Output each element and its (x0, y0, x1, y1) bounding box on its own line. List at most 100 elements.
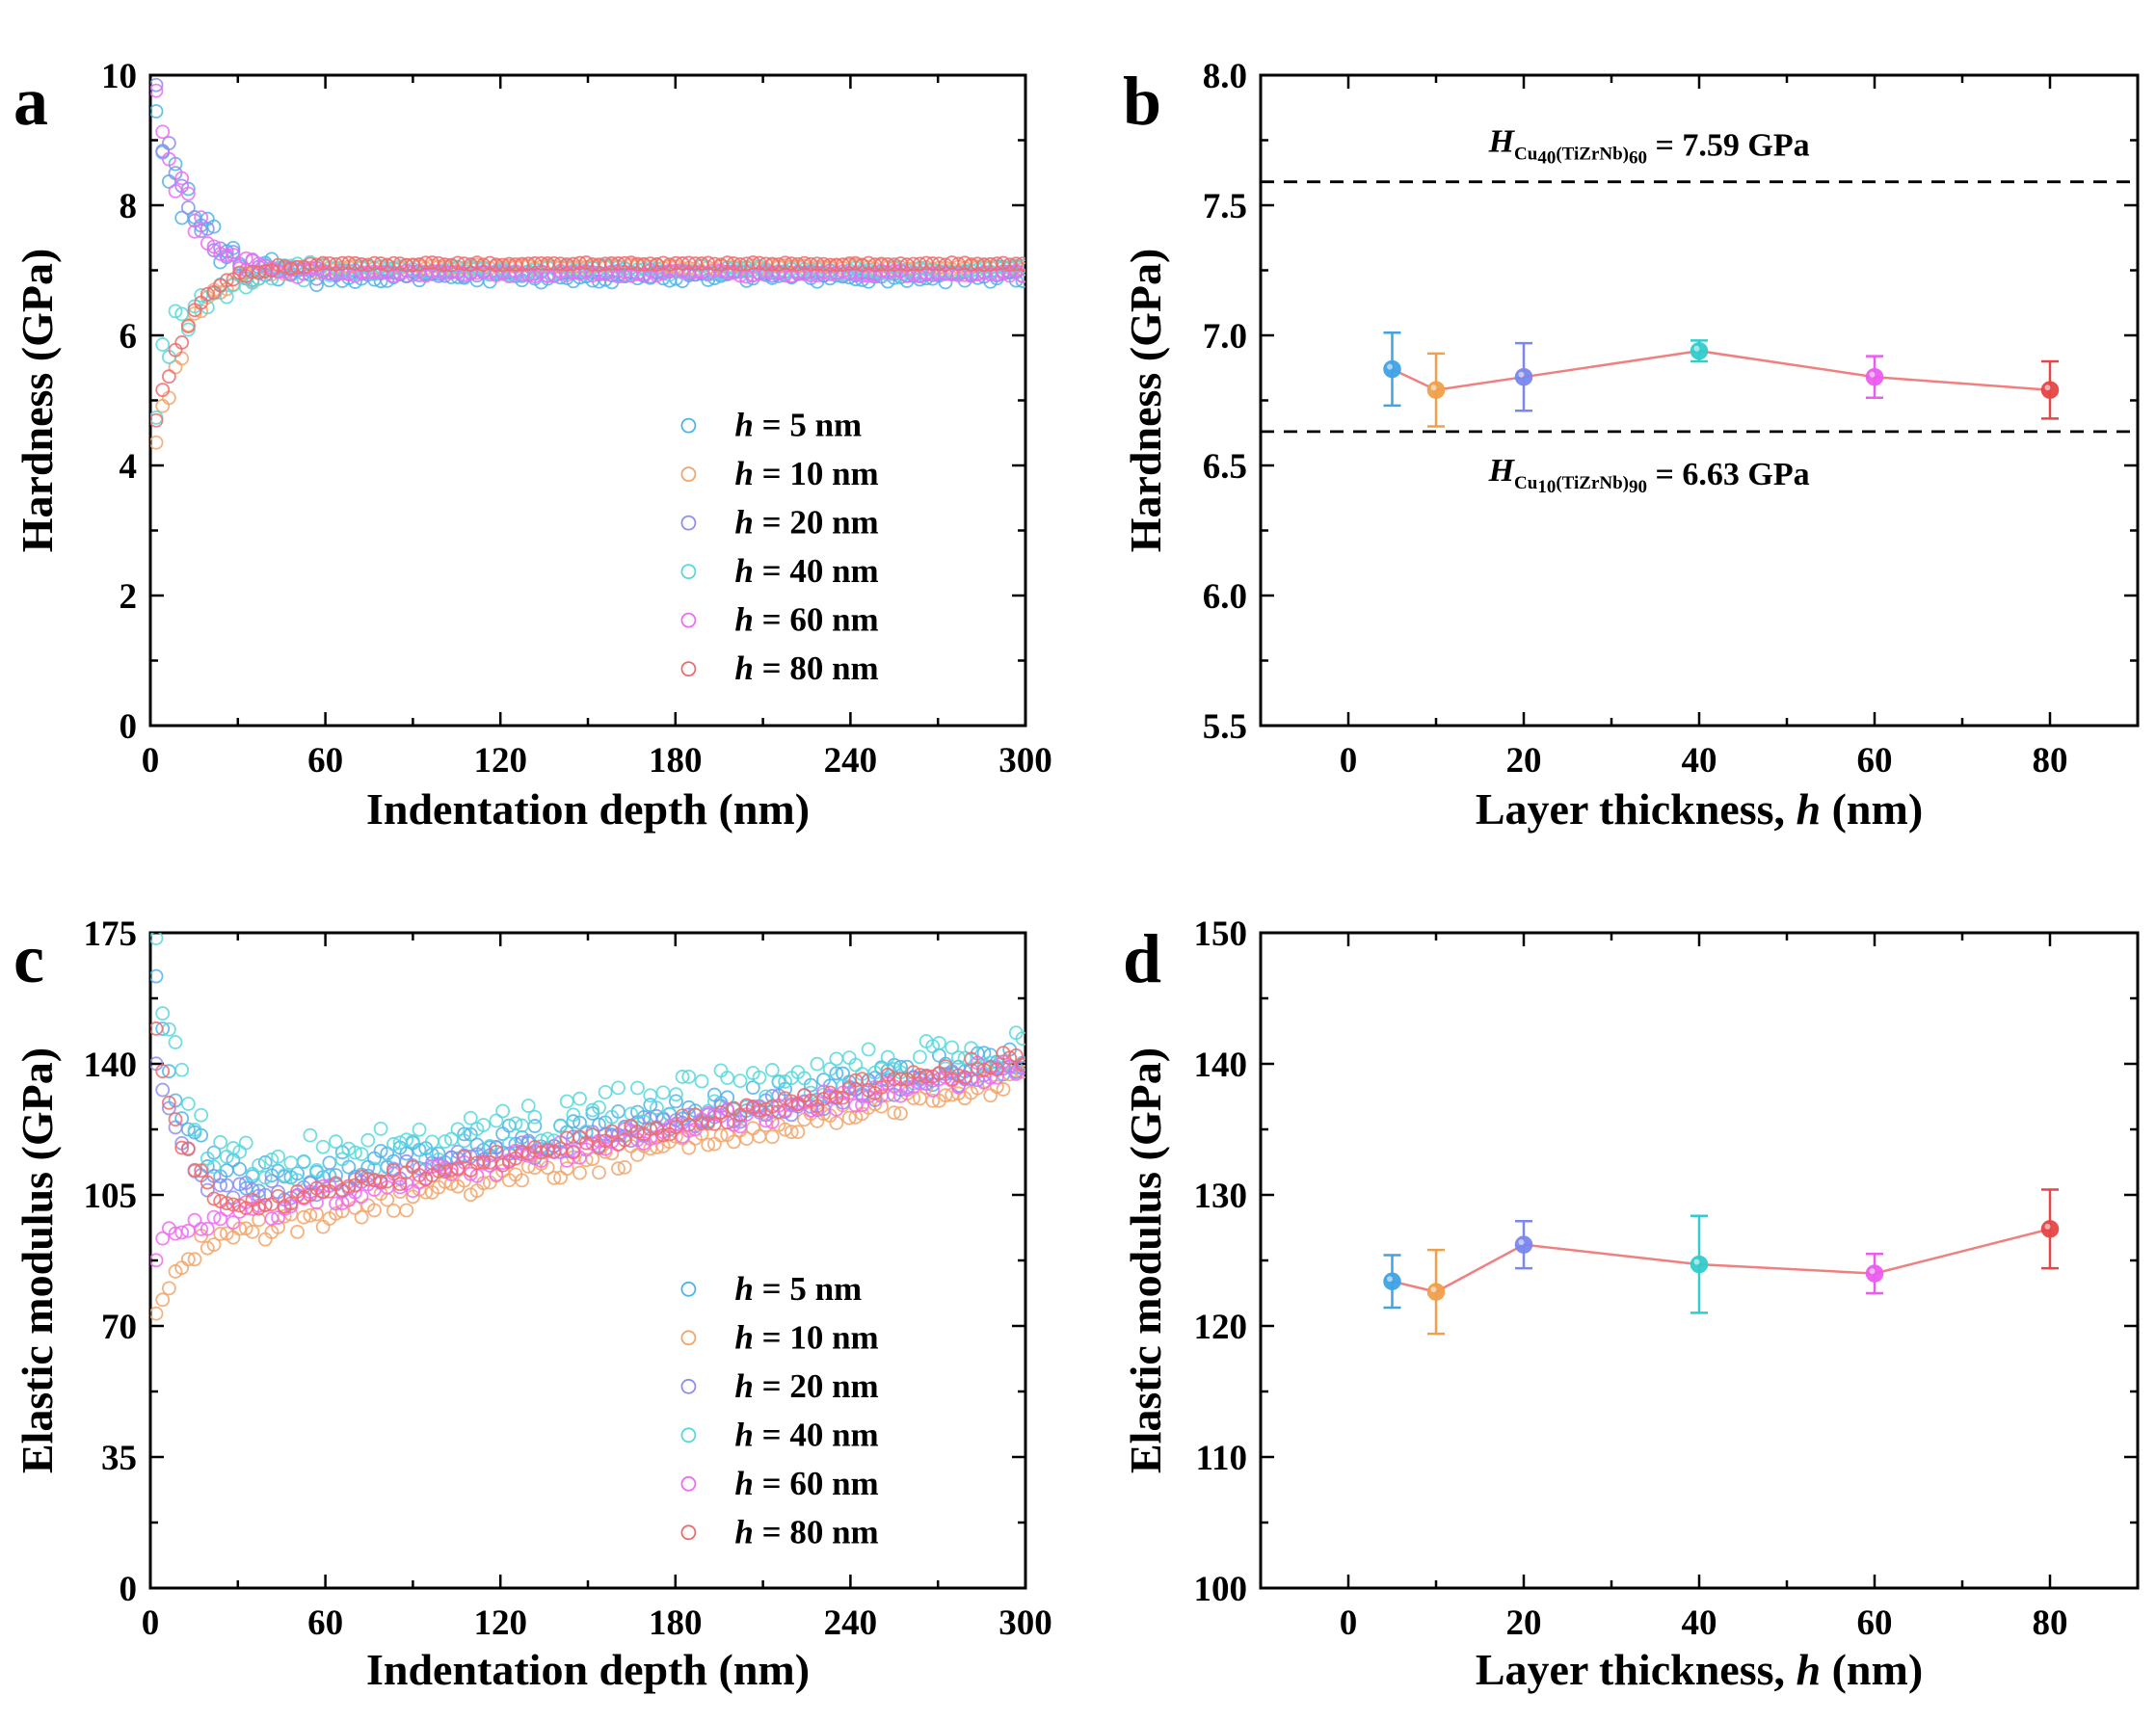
y-tick-label: 7.5 (1203, 187, 1247, 226)
data-point (1015, 1031, 1025, 1046)
data-point (219, 248, 234, 263)
legend-unit: nm (815, 407, 863, 444)
data-point (213, 1135, 228, 1150)
y-axis-title: Elastic modulus (GPa) (1121, 1047, 1170, 1473)
data-point (1865, 1264, 1884, 1283)
x-tick-label: 80 (2033, 1603, 2068, 1643)
y-tick-label: 120 (1194, 1308, 1248, 1347)
legend-value: 5 (789, 1270, 807, 1308)
data-point (194, 224, 209, 239)
y-tick-label: 105 (84, 1177, 138, 1216)
data-point (893, 1106, 908, 1121)
ref-sub-element: Cu (1514, 473, 1538, 493)
data-point (386, 1136, 401, 1152)
data-point (206, 1209, 222, 1225)
legend-unit: nm (832, 1367, 879, 1405)
x-axis-title-unit: (nm) (1821, 784, 1923, 834)
data-point (604, 1124, 620, 1139)
data-point (264, 1152, 279, 1167)
ref-var: H (1488, 453, 1516, 489)
plot-frame (148, 73, 1027, 728)
legend-marker (680, 1475, 697, 1492)
y-tick-label: 10 (101, 57, 137, 96)
y-axis-title: Elastic modulus (GPa) (13, 1047, 62, 1473)
data-point (155, 1064, 171, 1079)
x-tick-label: 300 (998, 1603, 1052, 1643)
x-axis-title-text: Layer thickness, (1476, 784, 1797, 834)
legend-value: 20 (789, 504, 823, 542)
legend-value: 80 (789, 649, 823, 687)
data-point (226, 1215, 241, 1230)
legend-entry: h = 80 nm (734, 649, 878, 687)
legend-entry: h = 80 nm (734, 1513, 878, 1550)
data-point (277, 1168, 292, 1183)
data-point (329, 1196, 343, 1211)
data-point (194, 1222, 209, 1236)
y-tick-label: 6.0 (1203, 577, 1247, 617)
data-point (180, 186, 196, 201)
data-point (399, 1203, 414, 1218)
data-point (592, 1099, 606, 1115)
data-point (848, 1098, 864, 1113)
data-point (257, 264, 273, 278)
data-point (206, 1237, 222, 1253)
x-tick-label: 60 (1857, 1603, 1893, 1643)
data-point (438, 1134, 453, 1149)
series-80nm (150, 1021, 1025, 1216)
data-point (964, 1041, 979, 1056)
legend-var: h (734, 649, 753, 687)
data-point-highlight (1430, 1286, 1437, 1293)
y-tick-label: 130 (1194, 1177, 1248, 1216)
data-point (392, 1177, 408, 1192)
data-point (283, 1155, 299, 1171)
x-axis-title: Indentation depth (nm) (366, 1645, 810, 1694)
data-point (329, 1168, 343, 1183)
legend-entry: h = 60 nm (734, 601, 878, 639)
data-point (238, 1135, 253, 1151)
data-point (778, 1091, 793, 1106)
data-point (585, 1127, 600, 1143)
data-point (918, 1070, 934, 1084)
data-point (829, 1051, 844, 1067)
data-point (334, 1152, 350, 1167)
data-point (206, 219, 222, 234)
data-point (161, 1095, 176, 1110)
legend-var: h (734, 601, 753, 639)
data-point (341, 1179, 357, 1194)
data-point (701, 1116, 716, 1131)
data-point (2040, 1220, 2060, 1238)
data-point (945, 1040, 960, 1055)
ref-sub-matrix: (TiZrNb) (1556, 145, 1629, 165)
data-point (829, 1090, 844, 1105)
x-tick-label: 120 (473, 1603, 527, 1643)
y-tick-label: 175 (84, 914, 138, 954)
data-point (150, 77, 164, 93)
legend-eq: = (754, 601, 789, 639)
data-point (810, 1056, 825, 1072)
x-tick-label: 120 (473, 741, 527, 781)
data-point (245, 1224, 260, 1239)
data-point-highlight (1518, 371, 1525, 378)
data-point (989, 1062, 1004, 1077)
data-point (592, 1165, 606, 1180)
y-tick-label: 140 (1194, 1046, 1248, 1085)
y-tick-label: 8.0 (1203, 57, 1247, 96)
legend-entry: h = 5 nm (734, 407, 862, 444)
data-point (790, 1125, 806, 1140)
data-point (180, 1097, 196, 1111)
data-point (964, 268, 979, 283)
data-point (238, 251, 253, 266)
data-point (187, 1162, 202, 1178)
data-point (1690, 341, 1709, 360)
reference-label: HCu40(TiZrNb)60 = 7.59 GPa (1488, 124, 1810, 169)
data-point (764, 1115, 780, 1129)
legend-unit: nm (832, 1318, 879, 1356)
data-point (893, 1072, 908, 1087)
data-point (861, 1083, 876, 1098)
data-point (264, 1211, 279, 1227)
data-point (598, 1084, 613, 1099)
data-point (296, 1154, 311, 1170)
x-tick-label: 60 (307, 1603, 343, 1643)
data-point (155, 337, 171, 352)
